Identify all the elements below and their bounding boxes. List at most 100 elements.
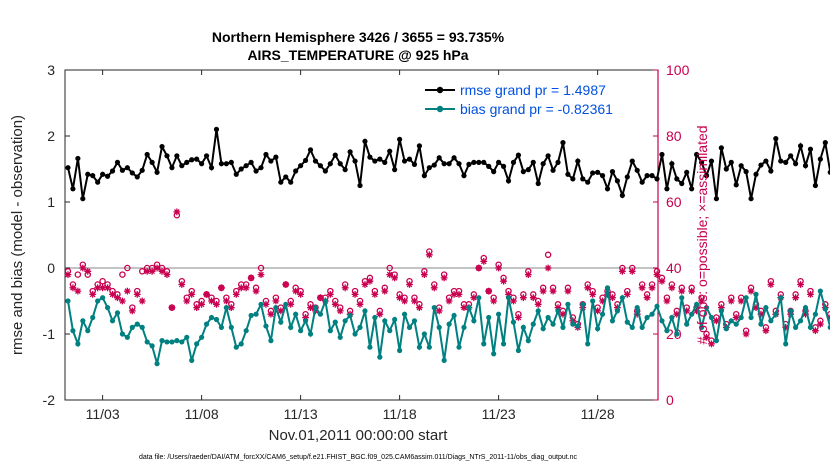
- bias-point: [476, 295, 482, 301]
- bias-point: [575, 323, 581, 329]
- bias-point: [446, 321, 452, 327]
- rmse-point: [644, 173, 650, 179]
- assimilated-point: [123, 287, 131, 295]
- bias-point: [728, 318, 734, 324]
- rmse-point: [560, 140, 566, 146]
- bias-point: [199, 334, 205, 340]
- rmse-point: [748, 196, 754, 202]
- bias-point: [530, 321, 536, 327]
- rmse-point: [129, 170, 135, 176]
- rmse-point: [763, 158, 769, 164]
- bias-point: [436, 324, 442, 330]
- bias-point: [357, 324, 363, 330]
- rmse-point: [119, 167, 126, 173]
- bias-point: [580, 301, 586, 307]
- rmse-point: [555, 159, 561, 165]
- chart-title: Northern Hemisphere 3426 / 3655 = 93.735…: [212, 29, 505, 45]
- bias-point: [278, 319, 284, 325]
- rmse-point: [80, 196, 86, 202]
- bias-point: [748, 314, 754, 321]
- assimilated-point: [515, 314, 522, 321]
- series-assimilated: [64, 208, 830, 348]
- assimilated-point: [262, 300, 270, 308]
- bias-point: [451, 312, 457, 319]
- assimilated-point: [757, 310, 765, 318]
- assimilated-point: [173, 208, 181, 216]
- bias-point: [619, 295, 625, 301]
- rmse-point: [486, 163, 492, 169]
- bias-point: [713, 338, 720, 344]
- rmse-point: [426, 165, 432, 171]
- assimilated-point: [455, 291, 463, 298]
- bias-point: [525, 338, 531, 344]
- rmse-point: [570, 176, 576, 182]
- assimilated-point: [425, 251, 433, 259]
- rmse-point: [397, 136, 403, 142]
- assimilated-point: [797, 281, 804, 288]
- rmse-point: [491, 169, 497, 175]
- assimilated-point: [351, 291, 359, 298]
- assimilated-point: [292, 287, 300, 295]
- bias-point: [778, 295, 784, 301]
- rmse-point: [406, 156, 413, 162]
- bias-point: [426, 344, 432, 350]
- rmse-point: [619, 192, 625, 198]
- assimilated-point: [361, 281, 369, 288]
- bias-point: [807, 324, 814, 330]
- x-tick-label: 11/13: [284, 406, 318, 422]
- bias-point: [208, 314, 215, 321]
- bias-point: [223, 305, 229, 311]
- bias-point: [817, 288, 823, 294]
- rmse-point: [674, 176, 680, 182]
- bias-point: [85, 328, 91, 334]
- bias-point: [332, 319, 338, 325]
- rmse-point: [283, 174, 289, 180]
- bias-point: [253, 311, 259, 317]
- rmse-point: [154, 169, 160, 175]
- assimilated-point: [203, 291, 210, 298]
- assimilated-point: [717, 304, 725, 311]
- assimilated-point: [84, 267, 92, 275]
- rmse-point: [456, 161, 462, 167]
- assimilated-point: [495, 264, 503, 272]
- bias-point: [228, 324, 234, 330]
- rmse-point: [753, 171, 759, 177]
- rmse-point: [95, 179, 101, 185]
- assimilated-point: [138, 297, 146, 305]
- bias-point: [392, 316, 398, 323]
- rmse-point: [273, 154, 279, 160]
- bias-point: [481, 341, 487, 347]
- rmse-point: [243, 163, 249, 169]
- rmse-point: [505, 178, 512, 184]
- rmse-point: [248, 159, 254, 165]
- assimilated-point: [104, 284, 111, 292]
- assimilated-point: [163, 271, 171, 278]
- bias-point: [669, 314, 675, 321]
- assimilated-point: [480, 258, 488, 265]
- rmse-point: [367, 154, 373, 160]
- assimilated-point: [188, 291, 196, 298]
- assimilated-point: [218, 284, 225, 292]
- possible-point: [74, 271, 82, 278]
- assimilated-point: [430, 284, 438, 292]
- rmse-point: [580, 176, 586, 182]
- rmse-point: [634, 167, 640, 173]
- bias-point: [555, 308, 561, 314]
- y-tick-label: -2: [43, 392, 56, 408]
- rmse-point: [357, 182, 363, 189]
- rmse-point: [75, 155, 81, 162]
- assimilated-point: [416, 304, 423, 311]
- bias-point: [515, 347, 522, 354]
- possible-point: [99, 277, 106, 285]
- rmse-point: [817, 156, 823, 162]
- assimilated-point: [727, 297, 735, 305]
- bias-point: [273, 305, 279, 311]
- assimilated-point: [183, 297, 191, 305]
- bias-point: [723, 326, 729, 332]
- bias-point: [154, 361, 160, 367]
- assimilated-point: [198, 300, 206, 308]
- rmse-point: [90, 173, 96, 179]
- rmse-point: [164, 153, 170, 159]
- bias-point: [213, 316, 220, 323]
- assimilated-point: [589, 291, 597, 298]
